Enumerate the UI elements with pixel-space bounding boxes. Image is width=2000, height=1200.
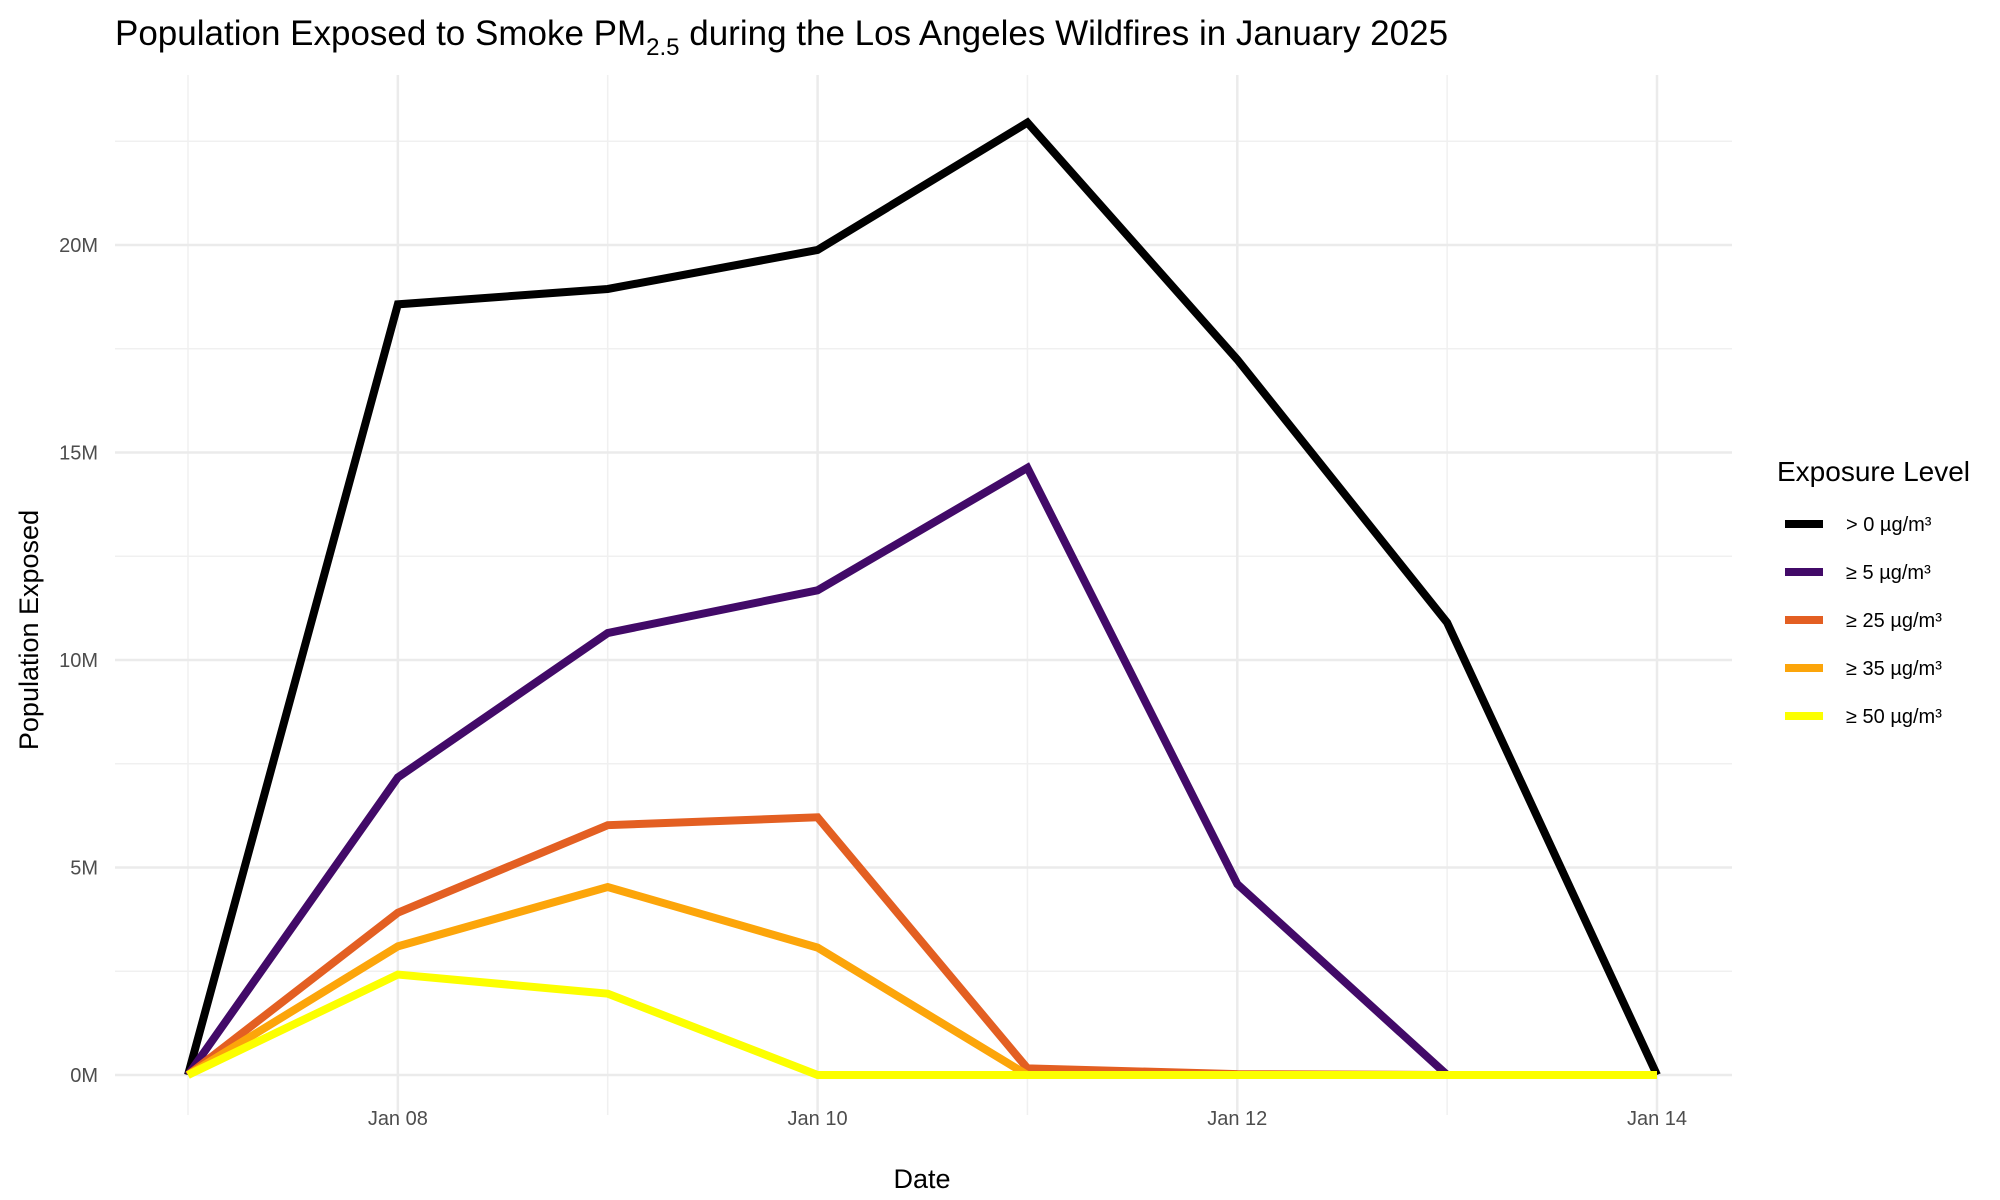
series-lines <box>184 117 1661 1079</box>
series-line-4 <box>186 970 1657 1079</box>
chart-title-suffix: during the Los Angeles Wildfires in Janu… <box>680 14 1449 53</box>
chart-title: Population Exposed to Smoke PM2.5 during… <box>115 14 1448 61</box>
x-tick-label: Jan 08 <box>368 1108 428 1130</box>
x-tick-label: Jan 12 <box>1207 1108 1267 1130</box>
y-tick-label: 0M <box>70 1065 98 1087</box>
legend-label: ≥ 25 µg/m³ <box>1846 610 1942 632</box>
y-axis-title: Population Exposed <box>14 510 44 750</box>
x-axis-title: Date <box>893 1164 950 1194</box>
x-axis-ticks: Jan 08 Jan 10 Jan 12 Jan 14 <box>368 1108 1687 1130</box>
y-tick-label: 10M <box>59 650 98 672</box>
series-line-0 <box>184 117 1661 1077</box>
legend-title: Exposure Level <box>1777 456 1970 487</box>
legend-label: ≥ 5 µg/m³ <box>1846 562 1931 584</box>
y-axis-ticks: 0M 5M 10M 15M 20M <box>59 235 98 1087</box>
y-tick-label: 20M <box>59 235 98 257</box>
y-tick-label: 5M <box>70 858 98 880</box>
x-tick-label: Jan 14 <box>1627 1108 1687 1130</box>
legend-label: > 0 µg/m³ <box>1846 514 1932 536</box>
chart-title-main: Population Exposed to Smoke PM <box>115 14 646 53</box>
grid <box>115 75 1732 1115</box>
legend-label: ≥ 35 µg/m³ <box>1846 658 1942 680</box>
chart-title-subscript: 2.5 <box>646 34 679 61</box>
legend: Exposure Level > 0 µg/m³ ≥ 5 µg/m³ ≥ 25 µg… <box>1777 456 1970 728</box>
y-tick-label: 15M <box>59 443 98 465</box>
series-line-1 <box>184 462 1657 1079</box>
legend-label: ≥ 50 µg/m³ <box>1846 706 1942 728</box>
x-tick-label: Jan 10 <box>788 1108 848 1130</box>
series-line-3 <box>185 882 1657 1079</box>
